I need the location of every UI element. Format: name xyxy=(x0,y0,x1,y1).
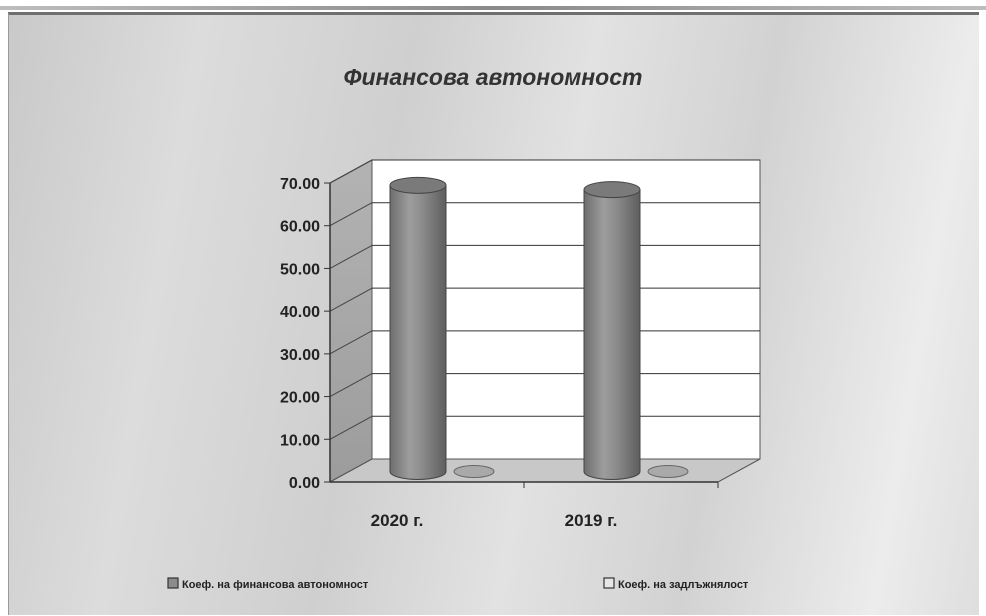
y-tick-label: 60.00 xyxy=(280,219,320,236)
gridline-side xyxy=(329,373,373,398)
legend-swatch xyxy=(167,577,179,589)
gridline-side xyxy=(329,244,373,269)
legend-label: Коеф. на задлъжнялост xyxy=(618,579,749,591)
y-tick-label: 70.00 xyxy=(280,176,320,193)
y-tick-label: 40.00 xyxy=(280,304,320,321)
gridline-side xyxy=(329,287,373,312)
chart-title: Финансова автономност xyxy=(344,64,643,90)
y-tick-label: 50.00 xyxy=(280,261,320,278)
gridline-side xyxy=(329,202,373,227)
top-border xyxy=(0,6,986,10)
bar-autonomy xyxy=(389,184,447,480)
gridline-side xyxy=(329,159,373,184)
gridline-side xyxy=(329,330,373,355)
side-wall xyxy=(329,159,373,483)
x-tick-label: 2019 г. xyxy=(565,511,618,530)
bar-debt xyxy=(453,465,495,478)
legend-swatch xyxy=(603,577,615,589)
y-tick-label: 0.00 xyxy=(289,475,320,492)
y-tick-label: 30.00 xyxy=(280,347,320,364)
gridline-side xyxy=(329,415,373,440)
bar-top-cap xyxy=(389,176,447,194)
y-tick-label: 20.00 xyxy=(280,390,320,407)
bar-autonomy xyxy=(583,189,641,480)
bar-debt xyxy=(647,465,689,478)
x-tick-label: 2020 г. xyxy=(371,511,424,530)
bar-top-cap xyxy=(583,181,641,199)
y-tick-label: 10.00 xyxy=(280,432,320,449)
legend-label: Коеф. на финансова автономност xyxy=(182,579,369,591)
